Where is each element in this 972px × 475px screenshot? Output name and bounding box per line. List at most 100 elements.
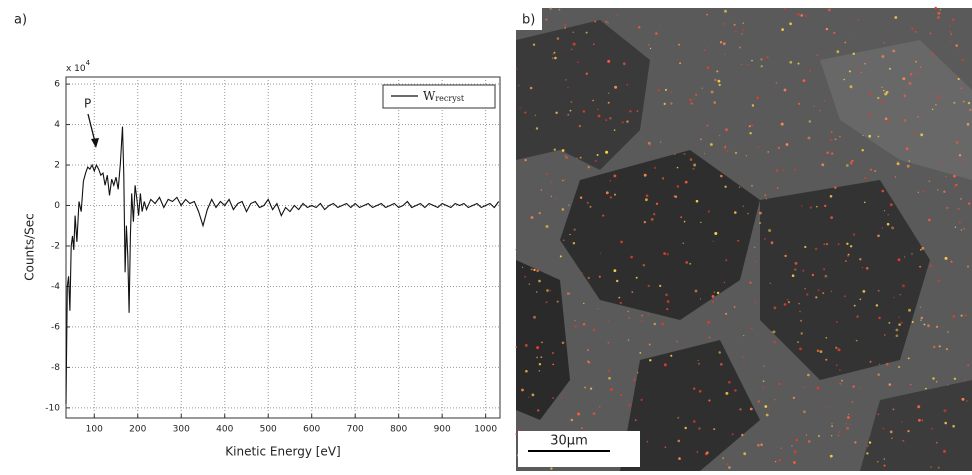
speckle bbox=[831, 435, 832, 436]
y-tick-label: -4 bbox=[51, 282, 60, 292]
speckle bbox=[858, 19, 860, 21]
speckle bbox=[878, 374, 880, 376]
speckle bbox=[743, 206, 744, 207]
speckle bbox=[561, 396, 563, 398]
speckle bbox=[593, 329, 595, 331]
speckle bbox=[838, 435, 840, 437]
speckle bbox=[776, 169, 779, 172]
speckle bbox=[803, 410, 806, 413]
speckle bbox=[853, 53, 855, 55]
speckle bbox=[953, 175, 956, 178]
speckle bbox=[579, 125, 581, 127]
speckle bbox=[763, 380, 765, 382]
speckle bbox=[901, 421, 902, 422]
speckle bbox=[904, 256, 905, 257]
speckle bbox=[586, 73, 588, 75]
speckle bbox=[930, 33, 932, 35]
speckle bbox=[864, 63, 866, 65]
speckle bbox=[789, 61, 792, 64]
speckle bbox=[960, 87, 962, 89]
x-tick-label: 100 bbox=[86, 425, 103, 435]
speckle bbox=[529, 283, 531, 285]
speckle bbox=[897, 161, 898, 162]
speckle bbox=[836, 321, 838, 323]
speckle bbox=[908, 358, 910, 360]
speckle bbox=[594, 21, 596, 23]
speckle bbox=[535, 115, 537, 117]
speckle bbox=[958, 78, 960, 80]
speckle bbox=[676, 341, 678, 343]
speckle bbox=[928, 180, 930, 182]
speckle bbox=[831, 152, 833, 154]
speckle bbox=[863, 290, 866, 293]
speckle bbox=[724, 282, 725, 283]
speckle bbox=[725, 128, 728, 131]
speckle bbox=[795, 262, 798, 265]
speckle bbox=[863, 135, 864, 136]
y-tick-label: 4 bbox=[54, 120, 60, 130]
speckle bbox=[826, 28, 828, 30]
speckle bbox=[938, 279, 941, 282]
speckle bbox=[825, 359, 827, 361]
x-tick-label: 400 bbox=[216, 425, 233, 435]
speckle bbox=[823, 268, 825, 270]
speckle bbox=[758, 400, 761, 403]
speckle bbox=[764, 405, 767, 408]
speckle bbox=[707, 47, 708, 48]
speckle bbox=[861, 72, 862, 73]
speckle bbox=[756, 97, 759, 100]
speckle bbox=[773, 331, 776, 334]
speckle bbox=[556, 198, 557, 199]
speckle bbox=[725, 392, 728, 395]
speckle bbox=[531, 216, 534, 219]
speckle bbox=[877, 235, 880, 238]
speckle bbox=[825, 275, 828, 278]
speckle bbox=[641, 399, 643, 401]
speckle bbox=[552, 364, 554, 366]
speckle bbox=[831, 131, 833, 133]
speckle bbox=[552, 397, 554, 399]
speckle bbox=[813, 105, 814, 106]
speckle bbox=[739, 47, 741, 49]
speckle bbox=[830, 455, 833, 458]
speckle bbox=[780, 447, 782, 449]
speckle bbox=[741, 33, 742, 34]
speckle bbox=[728, 381, 731, 384]
speckle bbox=[587, 349, 589, 351]
speckle bbox=[569, 293, 570, 294]
speckle bbox=[608, 102, 610, 104]
speckle bbox=[606, 191, 609, 194]
speckle bbox=[590, 206, 592, 208]
speckle bbox=[620, 241, 623, 244]
y-axis-label: Counts/Sec bbox=[23, 213, 37, 281]
speckle bbox=[533, 316, 536, 319]
speckle bbox=[806, 434, 807, 435]
y-tick-label: -10 bbox=[45, 403, 60, 413]
speckle bbox=[844, 79, 845, 80]
speckle bbox=[967, 123, 970, 126]
speckle bbox=[679, 62, 681, 64]
speckle bbox=[747, 64, 749, 66]
speckle bbox=[809, 70, 811, 72]
speckle bbox=[633, 378, 636, 381]
speckle bbox=[563, 240, 564, 241]
speckle bbox=[751, 60, 752, 61]
speckle bbox=[707, 321, 710, 324]
speckle bbox=[959, 154, 961, 156]
speckle bbox=[608, 342, 610, 344]
speckle bbox=[599, 276, 601, 278]
speckle bbox=[943, 162, 944, 163]
speckle bbox=[883, 90, 885, 92]
speckle bbox=[685, 181, 688, 184]
speckle bbox=[850, 245, 852, 247]
speckle bbox=[954, 185, 956, 187]
speckle bbox=[743, 452, 746, 455]
speckle bbox=[830, 139, 832, 141]
speckle bbox=[628, 339, 630, 341]
speckle bbox=[815, 248, 818, 251]
speckle bbox=[724, 10, 727, 13]
x-tick-label: 200 bbox=[129, 425, 146, 435]
speckle bbox=[798, 103, 800, 105]
speckle bbox=[717, 292, 719, 294]
speckle bbox=[968, 203, 970, 205]
